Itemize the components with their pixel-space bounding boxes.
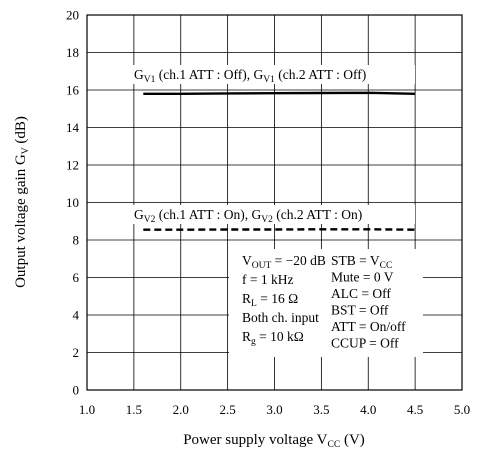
- x-tick-label: 4.5: [407, 402, 423, 417]
- condition-right-3: ALC = Off: [331, 286, 391, 301]
- y-tick-label: 14: [66, 120, 80, 135]
- x-tick-label: 3.0: [266, 402, 282, 417]
- x-tick-label: 5.0: [454, 402, 470, 417]
- x-tick-label: 4.0: [360, 402, 376, 417]
- y-tick-label: 8: [73, 233, 80, 248]
- series-line-1: [143, 91, 416, 95]
- y-tick-label: 10: [66, 195, 79, 210]
- y-tick-label: 2: [73, 345, 80, 360]
- condition-left-2: f = 1 kHz: [242, 272, 293, 287]
- series-lines: [143, 91, 416, 231]
- plot-frame: [86, 14, 463, 391]
- x-tick-label: 2.0: [173, 402, 189, 417]
- y-tick-label: 20: [66, 8, 79, 23]
- series-label-backing: [130, 65, 415, 84]
- condition-right-6: CCUP = Off: [331, 336, 399, 351]
- y-tick-labels: 0 2 4 6 8 10 12 14 16 18 20: [66, 8, 80, 398]
- y-tick-label: 6: [73, 270, 80, 285]
- condition-right-2: Mute = 0 V: [331, 270, 394, 285]
- condition-left-3: RL = 16 Ω: [242, 291, 298, 309]
- x-tick-label: 3.5: [313, 402, 329, 417]
- y-axis-title: Output voltage gain GV (dB): [13, 116, 31, 288]
- condition-left-4: Both ch. input: [242, 310, 319, 325]
- x-axis-title: Power supply voltage VCC (V): [183, 432, 365, 450]
- condition-left-1: VOUT = −20 dB: [242, 253, 326, 271]
- conditions-box: [229, 249, 423, 357]
- condition-right-4: BST = Off: [331, 303, 389, 318]
- x-tick-label: 1.5: [126, 402, 142, 417]
- series-label-backing: [130, 205, 415, 224]
- x-tick-labels: 1.0 1.5 2.0 2.5 3.0 3.5 4.0 4.5 5.0: [79, 402, 470, 417]
- series-labels: GV1 (ch.1 ATT : Off), GV1 (ch.2 ATT : Of…: [130, 65, 415, 225]
- y-tick-label: 12: [66, 158, 79, 173]
- condition-right-5: ATT = On/off: [331, 319, 406, 334]
- series-label-2: GV2 (ch.1 ATT : On), GV2 (ch.2 ATT : On): [134, 207, 362, 225]
- x-tick-label: 1.0: [79, 402, 95, 417]
- series-label-1: GV1 (ch.1 ATT : Off), GV1 (ch.2 ATT : Of…: [134, 67, 366, 85]
- y-tick-label: 0: [73, 383, 80, 398]
- y-tick-label: 18: [66, 45, 79, 60]
- y-tick-label: 16: [66, 83, 80, 98]
- condition-left-5: Rg = 10 kΩ: [242, 329, 304, 347]
- x-tick-label: 2.5: [220, 402, 236, 417]
- y-tick-label: 4: [73, 308, 80, 323]
- condition-right-1: STB = VCC: [331, 253, 392, 271]
